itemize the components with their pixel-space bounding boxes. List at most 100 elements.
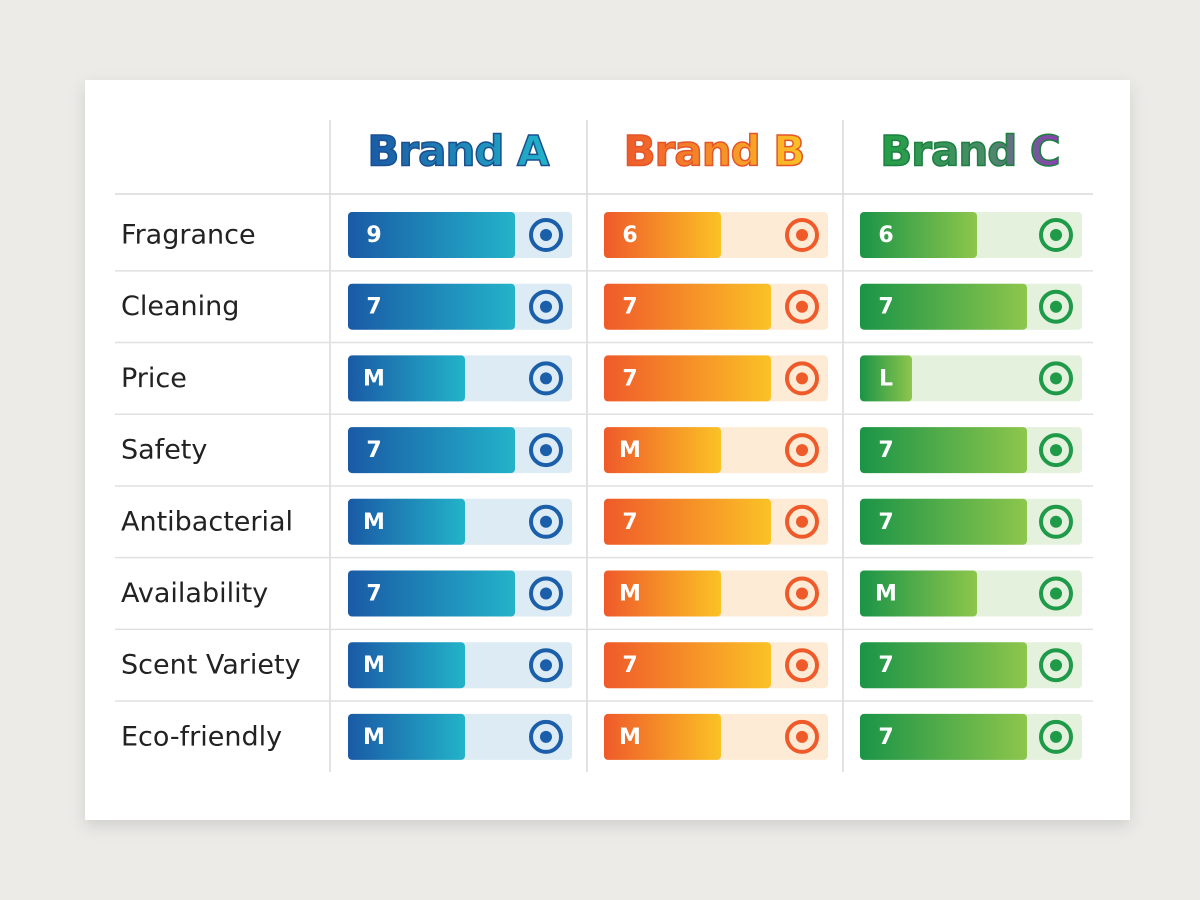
icon-dot	[540, 515, 552, 528]
bar-fill	[860, 498, 1027, 545]
bar-value: 6	[622, 223, 637, 248]
bar-fill	[604, 355, 771, 402]
bar-value: 7	[878, 725, 893, 750]
icon-dot	[796, 444, 808, 457]
row-label: Cleaning	[121, 291, 239, 322]
bar-fill	[348, 498, 465, 545]
row-label: Eco-friendly	[121, 721, 282, 752]
bar-fill	[348, 212, 515, 258]
brand-name: Brand C	[880, 127, 1059, 176]
icon	[1039, 504, 1073, 539]
row-label: Safety	[121, 435, 207, 466]
bar-fill	[348, 642, 465, 689]
icon-dot	[796, 730, 808, 743]
bar-fill	[860, 713, 1027, 760]
icon-dot	[796, 659, 808, 672]
row-label: Fragrance	[121, 220, 256, 251]
bar-value: 7	[878, 295, 893, 320]
icon-dot	[796, 587, 808, 600]
icon	[785, 576, 819, 611]
bar-value: 7	[878, 653, 893, 678]
grid	[115, 120, 1093, 772]
bar-value: M	[619, 582, 641, 607]
bar-value: M	[619, 438, 641, 463]
bar-fill	[860, 642, 1027, 689]
bar-fill	[604, 212, 721, 258]
icon-dot	[1050, 300, 1062, 313]
bar-value: M	[363, 510, 385, 535]
bar-fill	[348, 570, 515, 617]
bar-fill	[860, 570, 977, 617]
bar-value: M	[363, 366, 385, 391]
bar-value: 7	[622, 510, 637, 535]
icon-dot	[1050, 515, 1062, 528]
bar-fill	[604, 642, 771, 689]
icon-dot	[540, 587, 552, 600]
bar-fill	[604, 570, 721, 617]
bar-value: 7	[366, 582, 381, 607]
bar-value: 7	[366, 295, 381, 320]
icon	[529, 719, 563, 754]
icon-dot	[540, 229, 552, 241]
icon	[785, 218, 819, 252]
bar-fill	[860, 355, 912, 402]
icon-dot	[796, 229, 808, 241]
icon-dot	[540, 659, 552, 672]
bar-fill	[348, 355, 465, 402]
bar-value: M	[363, 653, 385, 678]
icon	[1039, 433, 1073, 468]
icon-dot	[540, 372, 552, 385]
bar-value: 7	[878, 438, 893, 463]
brand-name: Brand B	[624, 127, 805, 176]
bar-fill	[860, 427, 1027, 474]
icon	[1039, 648, 1073, 683]
icon-dot	[1050, 372, 1062, 385]
row-label: Scent Variety	[121, 650, 301, 681]
icon	[1039, 719, 1073, 754]
icon-dot	[1050, 659, 1062, 672]
row-label: Antibacterial	[121, 506, 293, 537]
bar-fill	[604, 498, 771, 545]
bar-fill	[348, 713, 465, 760]
icon-dot	[540, 730, 552, 743]
bar-value: 6	[878, 223, 893, 248]
bar-value: 7	[366, 438, 381, 463]
row-label: Price	[121, 363, 187, 394]
icon	[529, 361, 563, 396]
bar-value: 7	[622, 653, 637, 678]
icon-dot	[1050, 587, 1062, 600]
icon	[529, 289, 563, 324]
bar-value: M	[875, 582, 897, 607]
icon	[785, 504, 819, 539]
icon-dot	[1050, 444, 1062, 457]
bar-value: 7	[878, 510, 893, 535]
bar-value: 7	[622, 366, 637, 391]
row-label: Availability	[121, 578, 268, 609]
icon	[529, 433, 563, 468]
bar-fill	[860, 283, 1027, 330]
icon	[785, 289, 819, 324]
icon-dot	[796, 372, 808, 385]
icon-dot	[796, 515, 808, 528]
icon-dot	[1050, 229, 1062, 241]
bar-fill	[604, 713, 721, 760]
icon	[785, 719, 819, 754]
bar-fill	[604, 427, 721, 474]
bar-fill	[348, 283, 515, 330]
icon-dot	[796, 300, 808, 313]
bar-value: M	[619, 725, 641, 750]
brand-name: Brand A	[367, 127, 550, 176]
icon-dot	[540, 300, 552, 313]
icon-dot	[1050, 730, 1062, 743]
icon-dot	[540, 444, 552, 457]
icon	[529, 218, 563, 252]
bar-value: 7	[622, 295, 637, 320]
icon	[785, 361, 819, 396]
bar-value: L	[879, 366, 893, 391]
bar-value: M	[363, 725, 385, 750]
bar-fill	[348, 427, 515, 474]
bar-track	[860, 355, 1082, 402]
icon	[529, 576, 563, 611]
